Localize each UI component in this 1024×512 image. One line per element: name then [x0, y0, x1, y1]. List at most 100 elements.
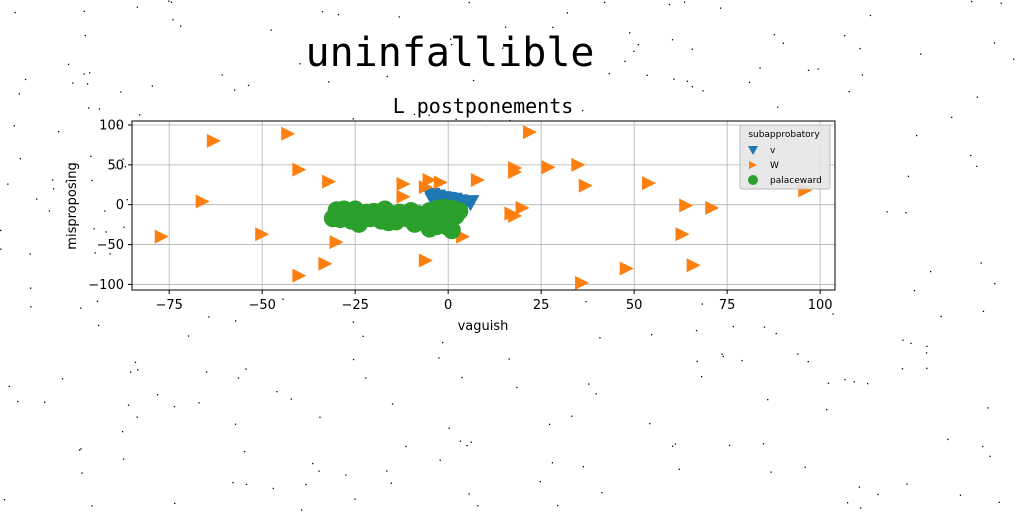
speckle-dot [683, 1, 686, 3]
point-W [329, 235, 344, 250]
speckle-dot [345, 474, 347, 476]
point-W [396, 189, 411, 204]
point-W [154, 229, 169, 244]
speckle-dot [115, 167, 117, 169]
speckle-dot [858, 486, 861, 488]
speckle-dot [94, 252, 96, 254]
speckle-dot [449, 38, 452, 40]
speckle-dot [439, 459, 441, 461]
speckle-dot [844, 379, 846, 381]
speckle-dot [122, 458, 125, 460]
speckle-dot [604, 1, 606, 4]
speckle-dot [109, 253, 111, 255]
speckle-dot [859, 47, 861, 50]
speckle-dot [14, 11, 16, 14]
speckle-dot [947, 438, 949, 441]
speckle-dot [777, 106, 779, 108]
speckle-dot [136, 6, 138, 8]
point-W [322, 174, 337, 189]
speckle-dot [90, 155, 92, 157]
point-W [418, 253, 433, 268]
speckle-dot [347, 53, 349, 55]
speckle-dot [797, 353, 799, 355]
speckle-dot [759, 67, 761, 69]
speckle-dot [61, 378, 64, 380]
series-W [154, 125, 813, 290]
speckle-dot [920, 53, 922, 55]
grid [132, 121, 835, 290]
speckle-dot [459, 440, 462, 442]
speckle-dot [36, 198, 38, 200]
speckle-dot [352, 321, 354, 323]
speckle-dot [29, 253, 31, 255]
speckle-dot [52, 188, 55, 190]
speckle-dot [413, 113, 416, 116]
speckle-dot [585, 301, 587, 303]
speckle-dot [13, 125, 15, 127]
speckle-dot [80, 307, 82, 309]
speckle-dot [775, 332, 777, 335]
point-W [470, 172, 485, 187]
speckle-dot [770, 471, 772, 473]
speckle-dot [134, 361, 137, 363]
speckle-dot [89, 72, 91, 74]
speckle-dot [105, 231, 107, 233]
speckle-dot [362, 335, 364, 337]
speckle-dot [83, 10, 85, 12]
legend-title: subapprobatory [748, 130, 820, 140]
point-W [281, 126, 296, 141]
x-tick-label: −75 [155, 298, 182, 313]
speckle-dot [671, 39, 674, 41]
point-W [508, 165, 523, 180]
speckle-dot [601, 492, 603, 494]
speckle-dot [0, 229, 2, 232]
point-W [396, 176, 411, 191]
speckle-dot [782, 42, 784, 44]
point-W [522, 125, 537, 140]
speckle-dot [126, 199, 128, 201]
speckle-dot [695, 329, 698, 332]
speckle-dot [205, 371, 208, 373]
speckle-dot [582, 466, 584, 468]
speckle-dot [270, 29, 272, 31]
speckle-dot [470, 441, 472, 443]
speckle-dot [139, 114, 141, 116]
speckle-dot [807, 69, 810, 71]
plot-area: −75 −50 −25 0 25 50 75 100 −100 −50 0 50 100 [88, 118, 836, 313]
speckle-dot [907, 175, 910, 177]
speckle-dot [221, 74, 223, 76]
speckle-dot [608, 73, 610, 75]
speckle-dot [722, 355, 724, 358]
speckle-dot [365, 377, 367, 379]
speckle-dot [391, 403, 394, 405]
speckle-dot [0, 248, 2, 250]
speckle-dot [120, 91, 122, 93]
speckle-dot [136, 416, 138, 418]
speckle-dot [81, 472, 83, 474]
speckle-dot [18, 93, 20, 95]
point-W [571, 157, 586, 172]
speckle-dot [300, 509, 303, 511]
legend-label-W: W [770, 161, 779, 171]
speckle-dot [696, 360, 698, 362]
speckle-dot [390, 482, 392, 484]
speckle-dot [691, 48, 693, 50]
speckle-dot [877, 493, 879, 496]
data-marks [154, 125, 813, 290]
speckle-dot [860, 507, 862, 509]
speckle-dot [846, 502, 849, 504]
speckle-dot [773, 34, 776, 36]
speckle-dot [940, 315, 942, 318]
speckle-dot [629, 32, 631, 34]
point-W [206, 133, 221, 148]
speckle-dot [686, 80, 688, 82]
speckle-dot [926, 367, 928, 369]
point-W [292, 162, 307, 177]
speckle-dot [173, 405, 176, 408]
speckle-dot [637, 44, 639, 46]
point-palaceward [439, 207, 458, 226]
speckle-dot [83, 73, 85, 75]
speckle-dot [450, 44, 453, 46]
speckle-dot [460, 46, 462, 48]
